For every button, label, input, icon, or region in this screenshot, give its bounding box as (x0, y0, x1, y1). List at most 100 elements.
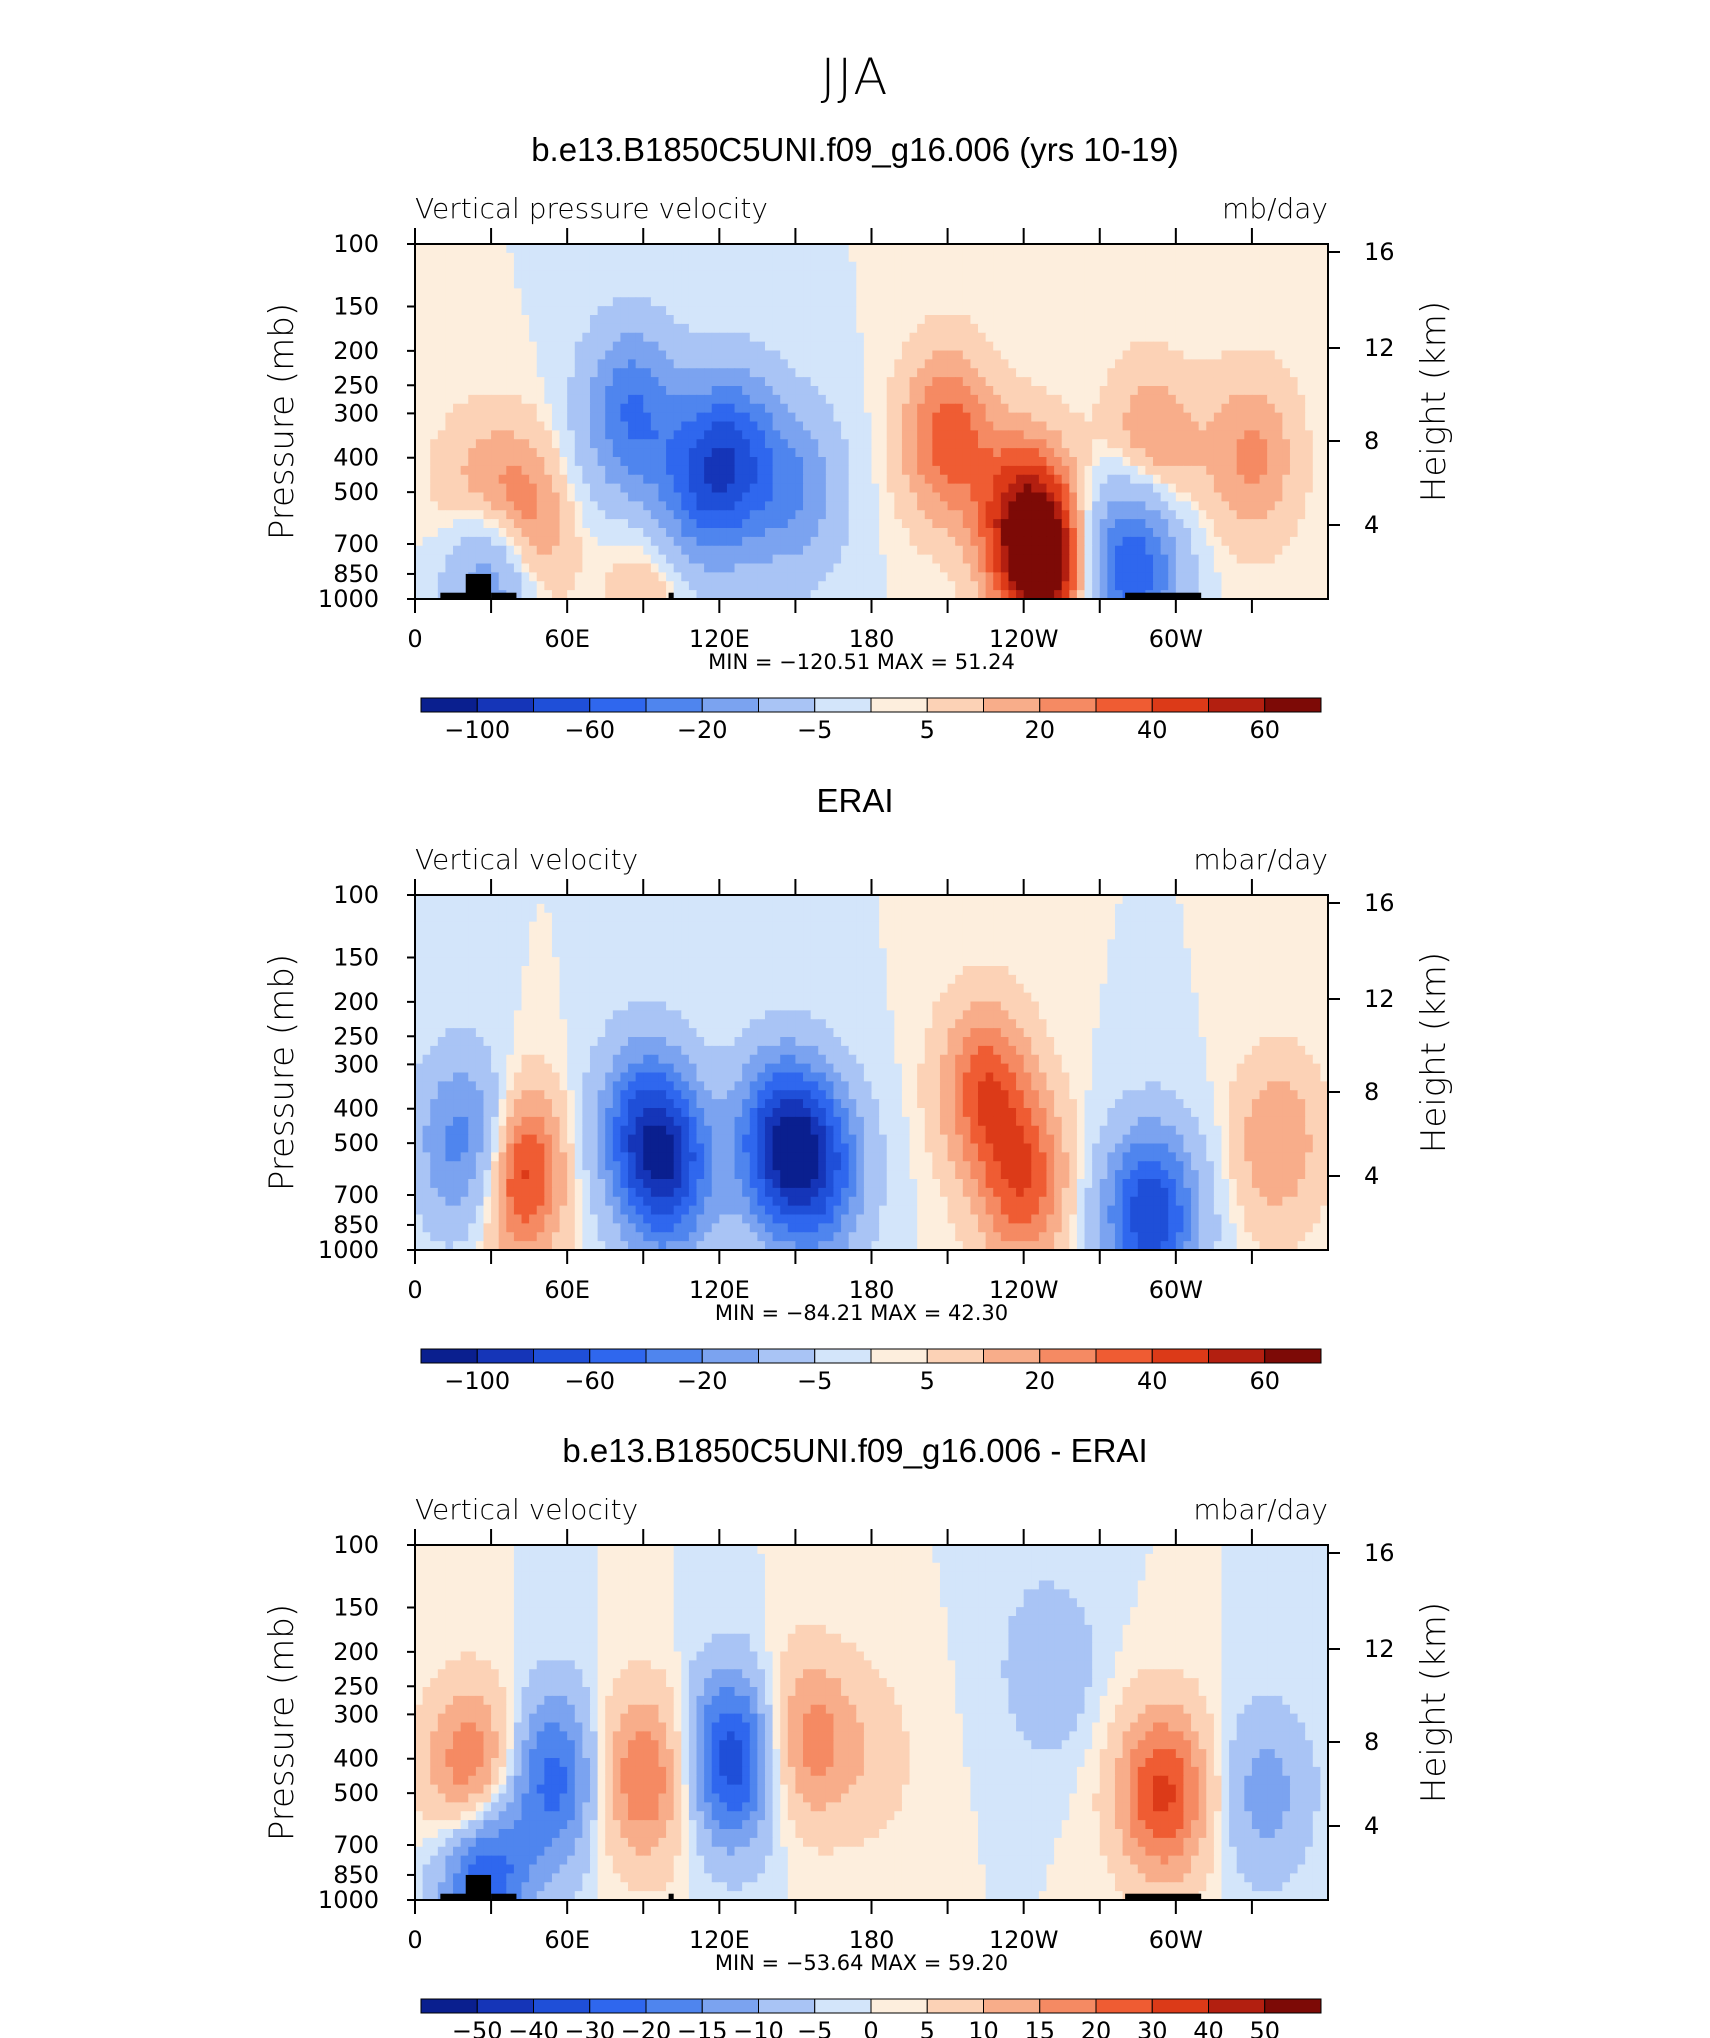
contour-cell (612, 368, 622, 378)
contour-cell (620, 572, 629, 582)
contour-cell (620, 244, 629, 254)
contour-cell (1038, 332, 1048, 343)
contour-cell (894, 368, 903, 378)
contour-cell (711, 297, 720, 307)
contour-cell (1183, 244, 1192, 254)
contour-cell (422, 332, 431, 343)
contour-cell (460, 439, 469, 449)
contour-cell (1107, 386, 1116, 396)
contour-cell (1175, 270, 1185, 281)
contour-cell (917, 412, 926, 423)
contour-cell (1084, 377, 1093, 387)
contour-cell (597, 279, 606, 289)
contour-cell (483, 350, 492, 360)
contour-cell (1198, 377, 1207, 387)
contour-cell (681, 465, 690, 476)
contour-cell (1107, 895, 1116, 905)
contour-cell (894, 341, 903, 352)
height-tick-label: 8 (1364, 427, 1379, 455)
contour-cell (704, 306, 713, 316)
contour-cell (742, 483, 751, 494)
contour-cell (1008, 261, 1017, 272)
contour-cell (726, 315, 736, 325)
contour-cell (513, 394, 523, 405)
contour-cell (848, 501, 857, 511)
contour-cell (544, 590, 553, 599)
contour-cell (886, 421, 895, 431)
contour-cell (749, 581, 758, 591)
contour-cell (833, 895, 842, 905)
contour-cell (1305, 252, 1314, 263)
contour-cell (1259, 244, 1268, 254)
contour-cell (704, 261, 713, 272)
contour-cell (1297, 341, 1306, 352)
contour-cell (1107, 359, 1116, 369)
contour-cell (795, 403, 804, 414)
contour-cell (1054, 457, 1063, 467)
contour-cell (818, 581, 827, 591)
contour-cell (1168, 394, 1177, 405)
contour-cell (658, 492, 667, 502)
contour-cell (643, 528, 652, 538)
contour-cell (879, 421, 888, 431)
contour-cell (772, 350, 781, 360)
contour-cell (1137, 501, 1146, 511)
contour-cell (1069, 252, 1078, 263)
contour-cell (795, 536, 804, 547)
contour-cell (856, 465, 865, 476)
contour-cell (430, 545, 439, 556)
contour-cell (1175, 244, 1185, 254)
contour-cell (475, 279, 485, 289)
contour-cell (1031, 590, 1040, 599)
contour-cell (536, 359, 545, 369)
contour-cell (1236, 545, 1245, 556)
contour-cell (704, 430, 713, 440)
contour-cell (475, 448, 485, 458)
contour-cell (939, 323, 949, 334)
contour-cell (726, 439, 736, 449)
contour-cell (1153, 368, 1162, 378)
contour-cell (536, 590, 545, 599)
contour-cell (734, 421, 743, 431)
contour-cell (574, 483, 583, 494)
contour-cell (513, 412, 523, 423)
contour-cell (1282, 528, 1291, 538)
contour-cell (445, 474, 454, 485)
contour-cell (483, 377, 492, 387)
contour-cell (612, 590, 622, 599)
contour-cell (551, 252, 561, 263)
contour-cell (1213, 394, 1223, 405)
contour-cell (1244, 252, 1253, 263)
contour-cell (529, 252, 538, 263)
contour-cell (1114, 483, 1124, 494)
contour-cell (1054, 895, 1063, 905)
contour-cell (1153, 519, 1162, 529)
contour-cell (955, 895, 964, 905)
contour-cell (628, 483, 637, 494)
contour-cell (491, 244, 500, 254)
contour-cell (749, 297, 758, 307)
contour-cell (643, 536, 652, 547)
contour-cell (650, 270, 660, 281)
contour-cell (1016, 386, 1025, 396)
contour-cell (498, 323, 507, 334)
contour-cell (506, 323, 515, 334)
contour-cell (719, 430, 728, 440)
contour-cell (825, 510, 835, 520)
contour-cell (734, 439, 743, 449)
contour-cell (1244, 457, 1253, 467)
contour-cell (1320, 501, 1328, 511)
contour-cell (574, 261, 583, 272)
contour-cell (879, 261, 888, 272)
contour-cell (589, 323, 599, 334)
contour-cell (1145, 306, 1154, 316)
contour-cell (1031, 359, 1040, 369)
contour-cell (909, 412, 918, 423)
contour-cell (1244, 261, 1253, 272)
contour-cell (1122, 341, 1131, 352)
contour-cell (1305, 457, 1314, 467)
contour-cell (886, 483, 895, 494)
contour-cell (711, 394, 720, 405)
contour-cell (825, 448, 835, 458)
contour-cell (772, 270, 781, 281)
